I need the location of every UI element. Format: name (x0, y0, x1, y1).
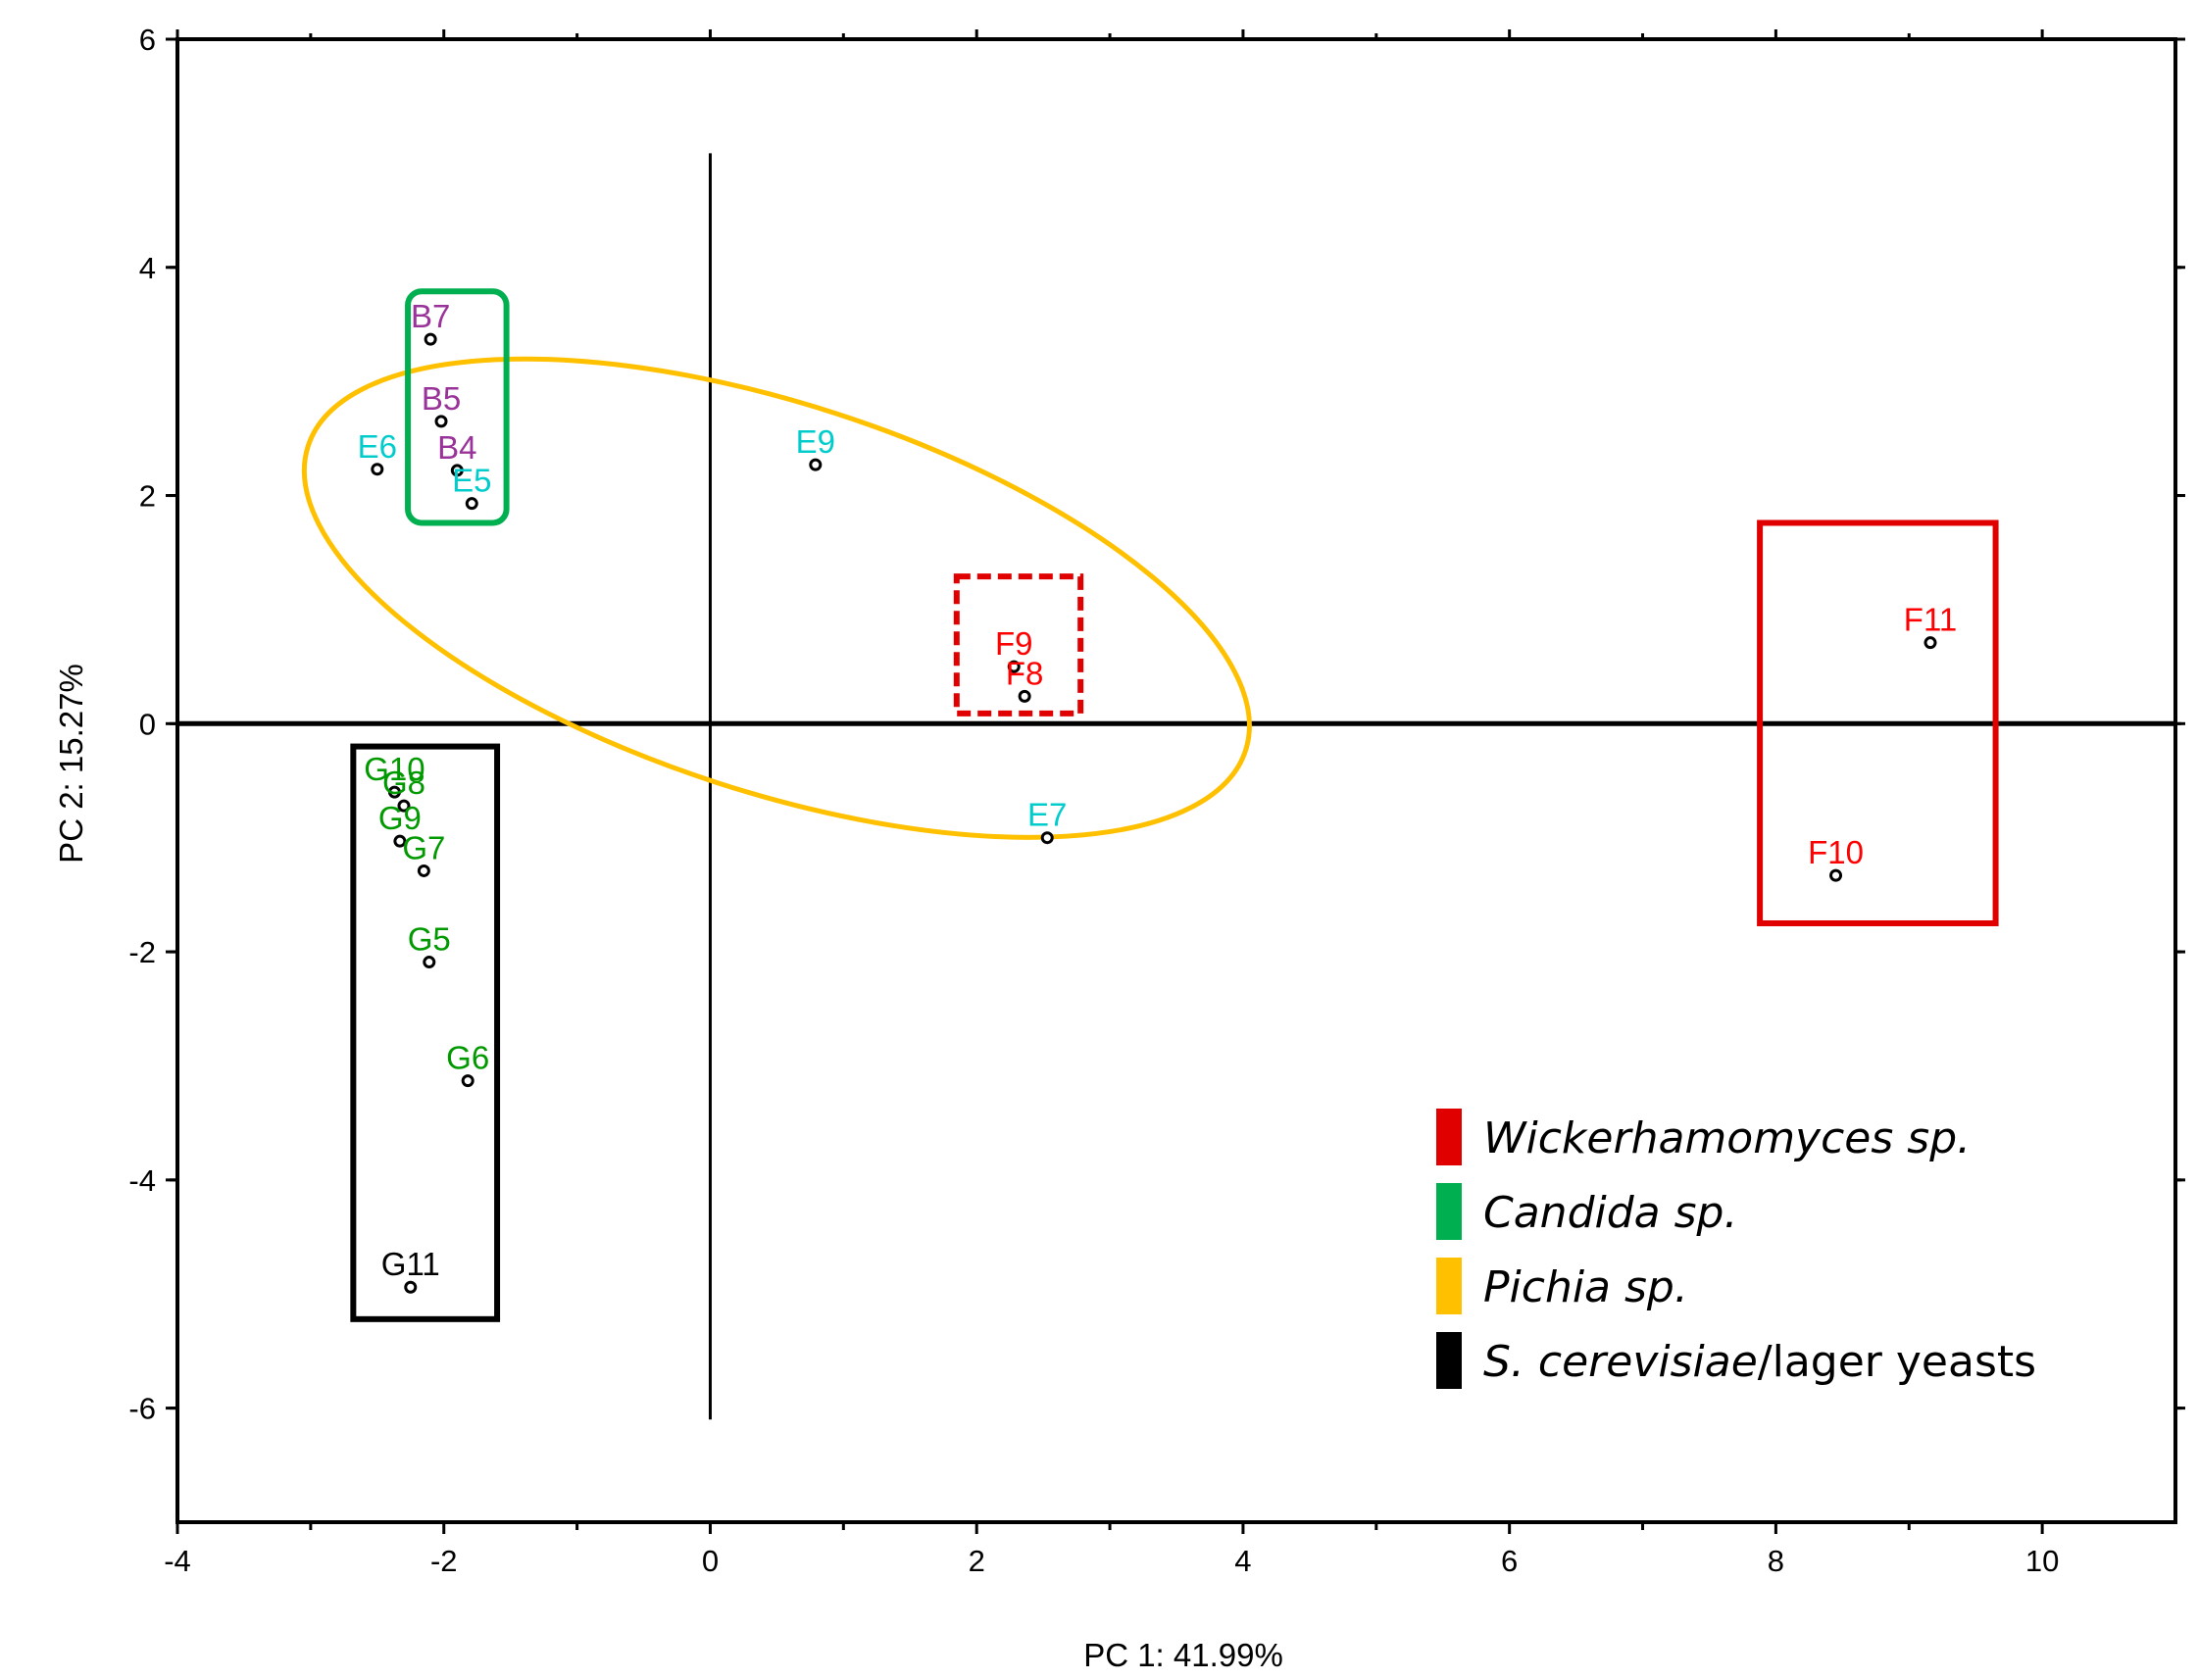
point-label: G10 (364, 751, 425, 787)
point-marker (461, 1074, 475, 1088)
x-tick-label: -4 (164, 1544, 191, 1578)
y-tick-label: 0 (139, 707, 156, 741)
point-marker (397, 799, 411, 813)
point-marker (404, 1280, 418, 1294)
legend-swatch (1436, 1258, 1462, 1314)
legend-label: Candida sp. (1483, 1188, 1737, 1238)
point-marker (465, 497, 478, 511)
point-label: B5 (422, 380, 461, 417)
cluster-annotations (301, 288, 1999, 1322)
reference-lines (177, 153, 2175, 1420)
y-tick-label: -6 (128, 1392, 156, 1426)
point-label: G9 (378, 800, 422, 836)
plot-frame (175, 37, 2177, 1524)
point-label: G5 (408, 921, 451, 958)
point-marker (393, 834, 407, 848)
point-label: B7 (411, 298, 450, 334)
x-tick-label: 8 (1768, 1544, 1784, 1578)
point-marker (387, 785, 401, 799)
cluster-box (405, 288, 510, 526)
cluster-box (953, 573, 1084, 716)
x-axis-title: PC 1: 41.99% (1083, 1637, 1283, 1673)
x-tick-label: 2 (969, 1544, 985, 1578)
point-label: E9 (796, 423, 835, 460)
point-marker (434, 415, 448, 428)
legend: Wickerhamomyces sp. Candida sp. Pichia sp.… (1436, 1109, 2036, 1389)
cluster-box (350, 743, 501, 1322)
legend-label: Wickerhamomyces sp. (1483, 1113, 1971, 1163)
point-marker (423, 956, 436, 969)
cluster-box (1757, 519, 1999, 926)
point-label: B4 (437, 429, 476, 466)
point-marker (1923, 636, 1937, 650)
y-tick-label: 4 (139, 251, 156, 285)
point-marker (1018, 689, 1031, 703)
legend-swatch (1436, 1332, 1462, 1389)
y-tick-label: -2 (128, 935, 156, 969)
point-marker (1007, 660, 1021, 673)
point-label: E6 (358, 428, 397, 465)
point-label: F11 (1904, 602, 1957, 638)
point-label: F9 (995, 625, 1033, 662)
x-tick-label: 10 (2025, 1544, 2059, 1578)
x-tick-label: -2 (430, 1544, 458, 1578)
point-marker (1829, 868, 1843, 882)
y-tick-label: 6 (139, 23, 156, 57)
legend-label: S. cerevisiae/lager yeasts (1483, 1337, 2036, 1387)
point-label: G11 (381, 1246, 440, 1282)
point-marker (424, 332, 437, 346)
point-label: E7 (1027, 797, 1067, 833)
legend-label: Pichia sp. (1483, 1262, 1688, 1312)
point-marker (809, 458, 823, 471)
point-label: F8 (1006, 655, 1044, 691)
pichia-cluster-ellipse (301, 356, 1252, 840)
point-label: G8 (382, 765, 425, 801)
point-label: G6 (446, 1040, 489, 1076)
y-axis-title: PC 2: 15.27% (53, 664, 89, 864)
legend-swatch (1436, 1109, 1462, 1165)
x-tick-label: 0 (702, 1544, 719, 1578)
y-tick-label: 2 (139, 479, 156, 514)
y-tick-label: -4 (128, 1163, 156, 1198)
axes: -4 -2 0 2 4 6 8 10 6 4 2 0 -2 -4 -6 (128, 23, 2185, 1578)
point-label: E5 (452, 463, 491, 499)
point-marker (1040, 831, 1054, 845)
point-marker (417, 864, 430, 877)
point-marker (450, 464, 464, 477)
point-marker (371, 463, 384, 476)
x-tick-label: 6 (1501, 1544, 1518, 1578)
x-tick-label: 4 (1234, 1544, 1251, 1578)
point-label: F10 (1808, 834, 1864, 870)
legend-swatch (1436, 1183, 1462, 1240)
point-label: G7 (402, 829, 445, 865)
